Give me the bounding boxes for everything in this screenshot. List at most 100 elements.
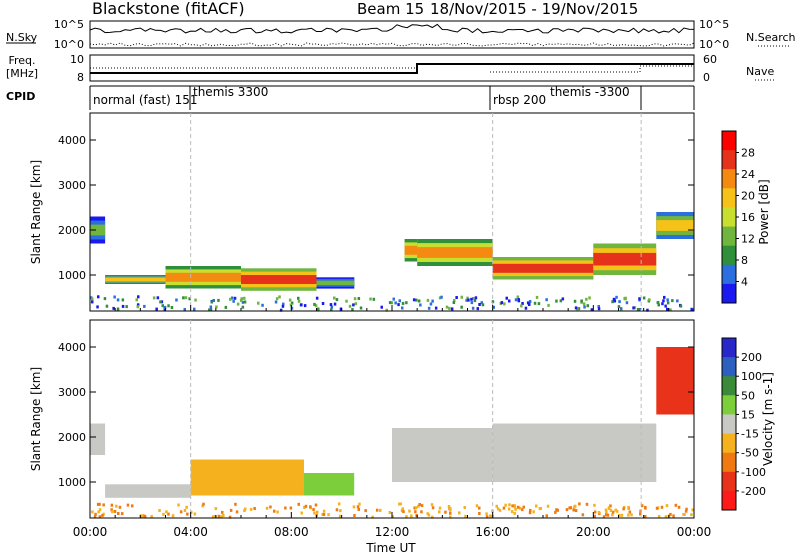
y-tick-label: 1000 xyxy=(58,476,86,489)
ground-echo-mark xyxy=(502,506,506,510)
ground-echo-mark xyxy=(638,297,641,301)
ground-echo-mark xyxy=(609,504,612,508)
colorbar-tick-label: -200 xyxy=(741,485,766,498)
ground-echo-mark xyxy=(528,511,532,515)
ground-echo-mark xyxy=(597,307,601,311)
ground-echo-mark xyxy=(449,507,452,511)
ground-echo-mark xyxy=(463,506,466,509)
ground-echo-mark xyxy=(217,514,221,518)
ground-echo-mark xyxy=(582,302,586,306)
ground-echo-mark xyxy=(221,510,224,514)
ground-echo-mark xyxy=(475,504,479,508)
ground-echo-mark xyxy=(514,298,518,302)
ground-echo-mark xyxy=(380,305,383,309)
ground-echo-mark xyxy=(467,298,470,302)
x-axis: 00:00 04:00 08:00 12:00 16:00 20:00 00:00 xyxy=(73,525,712,539)
power-panel: Slant Range [km] 1000 2000 3000 4000 4 8 12 16… xyxy=(29,112,771,312)
ground-echo-mark xyxy=(243,509,246,512)
ground-echo-mark xyxy=(115,504,118,508)
colorbar-tick-label: -50 xyxy=(741,447,759,460)
colorbar-swatch xyxy=(722,490,736,511)
nsky-tick-bottom-right: 10^0 xyxy=(699,38,729,51)
ground-echo-mark xyxy=(185,505,188,509)
ground-echo-mark xyxy=(671,299,674,303)
velocity-vlines xyxy=(89,320,695,518)
ground-echo-mark xyxy=(117,512,120,515)
ground-echo-mark xyxy=(410,514,413,518)
ground-echo-mark xyxy=(449,511,452,515)
ground-echo-mark xyxy=(358,502,361,506)
colorbar-swatch xyxy=(722,169,736,189)
ground-echo-mark xyxy=(284,506,287,510)
power-marks xyxy=(90,212,695,312)
ground-echo-mark xyxy=(105,304,109,308)
colorbar-swatch xyxy=(722,150,736,170)
ground-echo-mark xyxy=(663,295,666,299)
ground-echo-mark xyxy=(648,298,651,302)
ground-echo-mark xyxy=(275,297,279,301)
ground-echo-mark xyxy=(278,295,281,299)
ground-echo-mark xyxy=(414,510,417,514)
ground-echo-mark xyxy=(438,510,441,514)
ground-echo-mark xyxy=(337,502,341,506)
ground-echo-mark xyxy=(559,299,563,303)
ground-echo-mark xyxy=(620,513,624,517)
ground-echo-mark xyxy=(110,508,113,512)
ground-echo-mark xyxy=(402,510,405,514)
ground-echo-mark xyxy=(545,298,548,302)
ground-echo-mark xyxy=(448,306,451,310)
ground-echo-mark xyxy=(588,296,591,300)
colorbar-swatch xyxy=(722,188,736,208)
velocity-band-6 xyxy=(656,347,695,415)
ground-echo-mark xyxy=(235,510,239,514)
freq-panel: Freq. [MHz] 10 8 60 0 Nave xyxy=(6,53,775,84)
ground-echo-mark xyxy=(398,299,401,303)
ground-echo-mark xyxy=(364,509,367,513)
ground-echo-mark xyxy=(420,510,423,514)
colorbar-tick-label: 50 xyxy=(741,389,755,402)
power-band-7-layer-2 xyxy=(492,263,594,273)
x-axis-label: Time UT xyxy=(365,541,416,554)
ground-echo-mark xyxy=(669,512,672,516)
ground-echo-mark xyxy=(533,301,537,305)
cpid-panel: CPID normal (fast) 151 themis 3300 rbsp … xyxy=(6,85,695,110)
ground-echo-mark xyxy=(590,308,594,312)
ground-echo-mark xyxy=(369,297,372,301)
ground-echo-mark xyxy=(322,513,326,516)
ground-echo-mark xyxy=(511,504,514,508)
ground-echo-mark xyxy=(135,298,138,302)
ground-echo-mark xyxy=(555,508,558,512)
ground-echo-mark xyxy=(427,306,431,310)
ground-echo-mark xyxy=(91,297,94,301)
ground-echo-mark xyxy=(297,502,300,506)
x-tick-label: 16:00 xyxy=(475,525,510,539)
ground-echo-mark xyxy=(222,514,225,517)
nsky-tick-bottom: 10^0 xyxy=(54,38,84,51)
ground-echo-mark xyxy=(581,513,585,517)
ground-echo-mark xyxy=(452,301,456,304)
ground-echo-mark xyxy=(214,507,218,511)
ground-echo-mark xyxy=(413,506,416,510)
beam-label: Beam 15 xyxy=(357,0,424,18)
ground-echo-mark xyxy=(417,299,421,303)
ground-echo-mark xyxy=(290,306,294,310)
power-band-6-layer-2 xyxy=(417,247,493,258)
ground-echo-mark xyxy=(375,508,379,512)
ground-echo-mark xyxy=(545,514,548,518)
ground-echo-mark xyxy=(476,307,479,311)
ground-echo-mark xyxy=(440,295,443,299)
ground-echo-mark xyxy=(607,506,611,510)
ground-echo-mark xyxy=(612,297,616,301)
ground-echo-mark xyxy=(282,302,285,306)
ground-echo-mark xyxy=(455,296,458,299)
ground-echo-mark xyxy=(98,515,102,519)
ground-echo-mark xyxy=(657,515,661,518)
ground-echo-mark xyxy=(605,510,608,514)
freq-tick-bottom: 8 xyxy=(77,71,84,84)
ground-echo-mark xyxy=(478,506,481,510)
ground-echo-mark xyxy=(171,514,175,518)
ground-echo-mark xyxy=(97,295,100,299)
ground-echo-mark xyxy=(299,303,303,307)
ground-echo-mark xyxy=(669,308,672,312)
